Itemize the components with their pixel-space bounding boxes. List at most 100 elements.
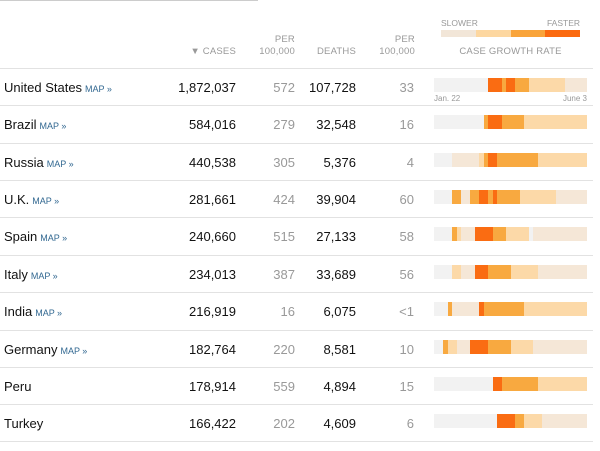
growth-legend: SLOWER FASTER	[441, 18, 580, 37]
country-label: U.K.	[4, 192, 30, 207]
growth-cell	[546, 153, 551, 167]
cases-value: 216,919	[189, 304, 236, 319]
growth-cell	[515, 377, 520, 391]
growth-cell	[492, 190, 497, 204]
growth-cell	[528, 78, 533, 92]
growth-cell	[515, 115, 520, 129]
growth-cell	[501, 302, 506, 316]
growth-cell	[537, 377, 542, 391]
growth-cell	[470, 115, 475, 129]
growth-cell	[483, 227, 488, 241]
growth-cell	[474, 153, 479, 167]
growth-cell	[578, 190, 583, 204]
growth-cell	[474, 302, 479, 316]
growth-cell	[443, 227, 448, 241]
growth-cell	[582, 340, 587, 354]
map-link[interactable]: MAP »	[85, 84, 112, 94]
growth-cell	[492, 377, 497, 391]
header-per: PER	[274, 34, 295, 45]
growth-cell	[551, 153, 556, 167]
growth-cell	[456, 265, 461, 279]
growth-cell	[434, 227, 439, 241]
growth-cell	[492, 227, 497, 241]
deaths-per-100k-value: <1	[399, 304, 414, 319]
bottom-divider	[0, 441, 593, 442]
growth-cell	[524, 227, 529, 241]
map-link[interactable]: MAP »	[35, 308, 63, 318]
country-label: India	[4, 304, 33, 319]
map-link[interactable]: MAP »	[46, 159, 74, 169]
growth-cell	[465, 265, 470, 279]
growth-cell	[515, 302, 520, 316]
legend-swatch	[545, 30, 580, 37]
map-link[interactable]: MAP »	[40, 233, 68, 243]
growth-cell	[488, 153, 493, 167]
growth-cell	[578, 340, 583, 354]
table-row: United States MAP » 1,872,037 572 107,728…	[0, 68, 593, 106]
growth-cell	[528, 377, 533, 391]
growth-cell	[501, 377, 506, 391]
growth-cell	[542, 302, 547, 316]
growth-cell	[519, 377, 524, 391]
growth-cell	[519, 190, 524, 204]
growth-cell	[564, 265, 569, 279]
header-100000: 100,000	[259, 46, 295, 57]
growth-cell	[438, 377, 443, 391]
growth-cell	[434, 265, 439, 279]
growth-cell	[582, 153, 587, 167]
country-name: Peru	[4, 379, 31, 394]
growth-cell	[564, 414, 569, 428]
growth-cell	[492, 265, 497, 279]
map-link[interactable]: MAP »	[32, 196, 60, 206]
map-link[interactable]: MAP »	[30, 271, 58, 281]
country-name: U.K. MAP »	[4, 192, 59, 207]
growth-cell	[582, 115, 587, 129]
growth-cell	[582, 302, 587, 316]
header-cases[interactable]: ▼ CASES	[190, 46, 236, 57]
growth-cell	[578, 115, 583, 129]
deaths-per-100k-value: 10	[399, 342, 414, 357]
growth-cell	[452, 302, 457, 316]
legend-slower: SLOWER	[441, 18, 478, 28]
growth-cell	[443, 377, 448, 391]
growth-rate-strip	[434, 302, 587, 316]
growth-cell	[470, 377, 475, 391]
growth-cell	[524, 414, 529, 428]
growth-cell	[528, 190, 533, 204]
growth-cell	[582, 377, 587, 391]
growth-cell	[519, 153, 524, 167]
growth-cell	[555, 78, 560, 92]
growth-cell	[492, 340, 497, 354]
growth-cell	[497, 414, 502, 428]
map-link[interactable]: MAP »	[39, 121, 67, 131]
growth-cell	[474, 265, 479, 279]
growth-cell	[447, 78, 452, 92]
growth-cell	[533, 190, 538, 204]
growth-cell	[470, 265, 475, 279]
growth-cell	[578, 302, 583, 316]
growth-cell	[510, 302, 515, 316]
growth-cell	[443, 78, 448, 92]
growth-cell	[510, 414, 515, 428]
growth-cell	[515, 414, 520, 428]
growth-cell	[434, 377, 439, 391]
growth-cell	[546, 340, 551, 354]
table-row: Spain MAP » 240,660 515 27,133 58	[0, 217, 593, 255]
growth-cell	[501, 153, 506, 167]
growth-cell	[515, 227, 520, 241]
growth-cell	[560, 78, 565, 92]
header-deaths-per-100k[interactable]: PER 100,000	[360, 34, 415, 58]
growth-cell	[443, 265, 448, 279]
header-cases-per-100k[interactable]: PER 100,000	[240, 34, 295, 58]
growth-cell	[533, 414, 538, 428]
header-deaths[interactable]: DEATHS	[316, 46, 356, 57]
growth-rate-strip	[434, 340, 587, 354]
map-link[interactable]: MAP »	[60, 346, 88, 356]
growth-cell	[443, 153, 448, 167]
growth-cell	[524, 377, 529, 391]
growth-cell	[461, 265, 466, 279]
growth-cell	[573, 377, 578, 391]
growth-cell	[546, 78, 551, 92]
growth-cell	[434, 78, 439, 92]
header-100000: 100,000	[379, 46, 415, 57]
